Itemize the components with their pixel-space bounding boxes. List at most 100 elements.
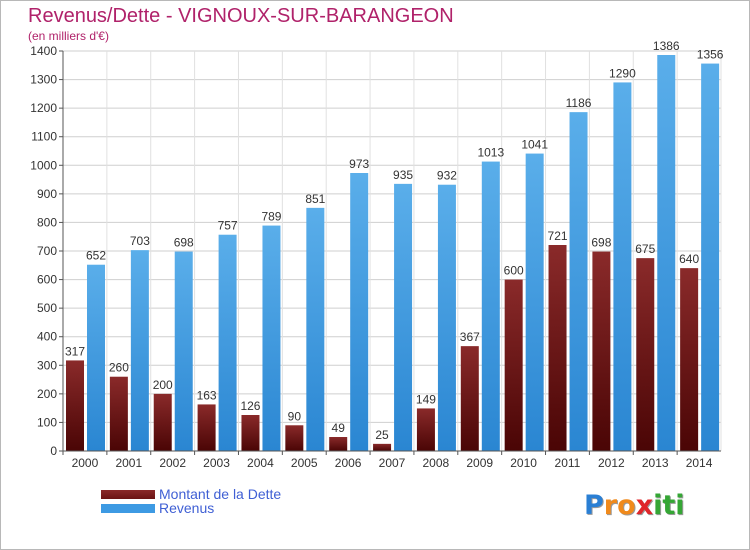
bar-revenus: [218, 234, 237, 451]
data-label-revenus: 789: [261, 210, 281, 224]
data-label-revenus: 703: [130, 234, 150, 248]
logo-letter: r: [603, 490, 618, 521]
data-label-debt: 260: [109, 361, 129, 375]
x-tick-label: 2003: [203, 456, 230, 470]
y-tick-label: 1200: [30, 101, 57, 115]
bar-revenus: [657, 55, 676, 451]
bar-debt: [373, 443, 392, 451]
bar-debt: [680, 268, 699, 451]
legend-label-revenus: Revenus: [159, 500, 215, 516]
logo-letter: i: [675, 490, 685, 521]
bar-revenus: [525, 153, 544, 452]
bar-revenus: [306, 207, 325, 451]
bar-revenus: [87, 264, 105, 451]
x-tick-label: 2006: [335, 456, 362, 470]
legend: Montant de la Dette Revenus: [101, 487, 281, 515]
data-label-revenus: 698: [174, 236, 194, 250]
x-tick-label: 2009: [466, 456, 493, 470]
data-label-debt: 675: [635, 242, 655, 256]
data-label-revenus: 973: [349, 157, 369, 171]
x-tick-label: 2005: [291, 456, 318, 470]
bar-debt: [285, 425, 304, 451]
bar-debt: [153, 393, 172, 451]
x-tick-label: 2007: [379, 456, 406, 470]
data-label-debt: 149: [416, 392, 436, 406]
data-label-debt: 640: [679, 252, 699, 266]
x-tick-label: 2004: [247, 456, 274, 470]
bar-revenus: [701, 63, 720, 451]
data-label-revenus: 1013: [477, 146, 504, 160]
y-tick-label: 900: [37, 187, 57, 201]
x-tick-label: 2002: [159, 456, 186, 470]
x-tick-label: 2012: [598, 456, 625, 470]
data-label-revenus: 932: [437, 169, 457, 183]
legend-swatch-debt: [101, 489, 155, 499]
y-tick-label: 0: [50, 444, 57, 458]
bar-revenus: [262, 225, 281, 451]
y-tick-label: 1400: [30, 44, 57, 58]
data-label-revenus: 757: [218, 219, 238, 233]
data-label-debt: 600: [504, 264, 524, 278]
y-tick-label: 800: [37, 215, 57, 229]
x-tick-label: 2010: [510, 456, 537, 470]
legend-item-debt: Montant de la Dette: [101, 487, 281, 501]
bar-debt: [504, 279, 523, 451]
chart-subtitle: (en milliers d'€): [28, 29, 109, 43]
data-label-debt: 698: [591, 236, 611, 250]
y-tick-label: 200: [37, 387, 57, 401]
bar-debt: [416, 408, 435, 451]
x-tick-label: 2013: [642, 456, 669, 470]
proxiti-logo: Proxiti: [584, 490, 685, 521]
data-label-revenus: 851: [305, 192, 325, 206]
bar-debt: [241, 415, 260, 451]
y-tick-label: 1000: [30, 158, 57, 172]
legend-item-revenus: Revenus: [101, 501, 281, 515]
bar-debt: [197, 404, 216, 451]
legend-label-debt: Montant de la Dette: [159, 486, 282, 502]
chart-title: Revenus/Dette - VIGNOUX-SUR-BARANGEON: [28, 5, 454, 27]
x-tick-label: 2014: [686, 456, 713, 470]
logo-letter: x: [635, 490, 654, 521]
y-tick-label: 400: [37, 330, 57, 344]
bar-revenus: [350, 173, 369, 451]
x-tick-label: 2008: [423, 456, 450, 470]
legend-swatch-revenus: [101, 503, 155, 513]
bar-debt: [329, 437, 348, 451]
data-label-debt: 25: [375, 428, 389, 442]
data-label-revenus: 1186: [566, 96, 592, 110]
bar-debt: [460, 346, 479, 451]
y-tick-label: 1100: [31, 130, 57, 144]
logo-letter: o: [617, 490, 636, 521]
bar-revenus: [394, 183, 413, 451]
bar-revenus: [130, 250, 149, 451]
y-tick-label: 700: [37, 244, 57, 258]
data-label-revenus: 935: [393, 168, 413, 182]
data-label-debt: 126: [240, 399, 260, 413]
data-label-debt: 721: [548, 229, 568, 243]
y-tick-label: 300: [37, 358, 57, 372]
logo-letter: P: [584, 490, 604, 521]
data-label-revenus: 1290: [609, 66, 636, 80]
data-label-revenus: 652: [86, 249, 106, 263]
x-tick-label: 2011: [555, 456, 581, 470]
y-tick-label: 500: [37, 301, 57, 315]
bar-revenus: [569, 112, 588, 452]
bar-debt: [548, 245, 567, 451]
bar-debt: [66, 360, 84, 451]
bar-debt: [109, 376, 128, 451]
data-label-debt: 163: [197, 388, 217, 402]
data-label-debt: 317: [65, 344, 85, 358]
bar-revenus: [481, 161, 500, 452]
data-label-debt: 49: [332, 421, 346, 435]
x-tick-label: 2001: [115, 456, 142, 470]
x-tick-label: 2000: [72, 456, 99, 470]
bar-debt: [636, 258, 655, 451]
data-label-revenus: 1386: [653, 39, 680, 53]
data-label-revenus: 1356: [697, 48, 724, 62]
bar-revenus: [437, 184, 456, 451]
bar-debt: [592, 251, 611, 451]
data-label-debt: 367: [460, 330, 480, 344]
y-tick-label: 100: [37, 415, 57, 429]
